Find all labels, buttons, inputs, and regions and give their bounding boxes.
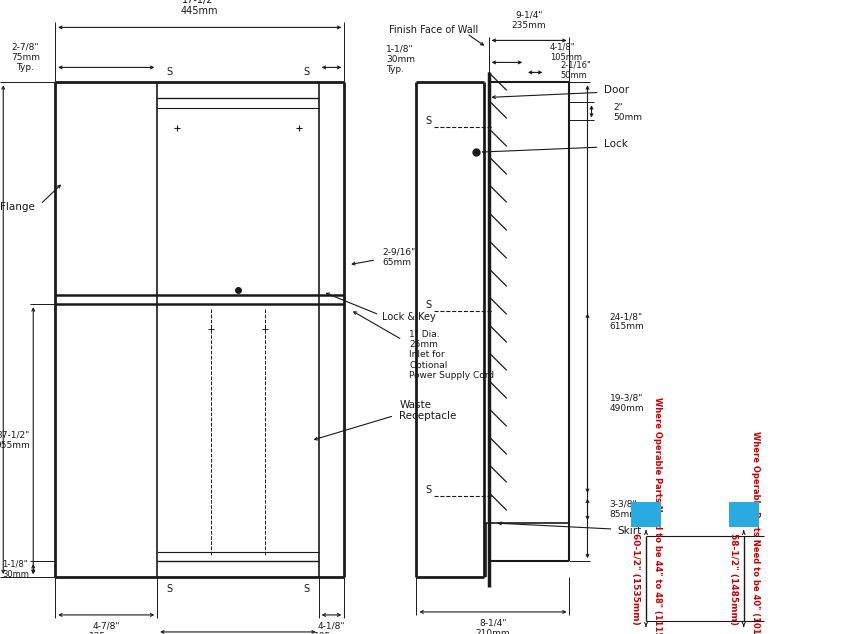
Text: S: S [426,485,432,495]
Text: 24-1/8"
615mm: 24-1/8" 615mm [609,312,644,332]
Text: 58-1/2" (1485mm): 58-1/2" (1485mm) [729,533,739,624]
Text: 2-9/16"
65mm: 2-9/16" 65mm [382,247,416,266]
Text: 37-1/2"
955mm: 37-1/2" 955mm [0,431,31,450]
Text: 19-3/8"
490mm: 19-3/8" 490mm [609,394,644,413]
Text: ♿: ♿ [638,506,654,524]
Text: 1-1/8"
30mm
Typ.: 1-1/8" 30mm Typ. [386,44,416,74]
Bar [728,501,759,527]
Text: S: S [426,300,432,309]
Text: S: S [167,584,173,594]
Text: Flange: Flange [0,202,35,212]
Text: 1-1/8"
30mm: 1-1/8" 30mm [2,559,29,579]
Bar [631,501,661,527]
Text: 2-1/16"
50mm: 2-1/16" 50mm [560,61,591,80]
Text: Door: Door [604,86,630,96]
Text: 4-1/8"
105mm: 4-1/8" 105mm [314,621,348,634]
Text: 8-1/4"
210mm: 8-1/4" 210mm [476,618,510,634]
Text: 4-7/8"
125mm: 4-7/8" 125mm [89,621,123,634]
Text: Where Operable Parts Need to be 40" (1015mm)  Off the Floor: Where Operable Parts Need to be 40" (101… [751,430,760,634]
Text: 17-1/2"
445mm: 17-1/2" 445mm [181,0,218,16]
Text: 4-1/8"
105mm: 4-1/8" 105mm [550,42,582,62]
Text: Where Operable Parts Need to be 44" to 48" (1115 to 1220mm) Off the Floor: Where Operable Parts Need to be 44" to 4… [654,397,662,634]
Text: 1" Dia.
25mm
Inlet for
Optional
Power Supply Cord: 1" Dia. 25mm Inlet for Optional Power Su… [409,330,495,380]
Text: Waste
Receptacle: Waste Receptacle [400,400,456,422]
Text: 2-7/8"
75mm
Typ.: 2-7/8" 75mm Typ. [11,42,40,72]
Text: S: S [167,67,173,77]
Text: S: S [303,584,309,594]
Text: 9-1/4"
235mm: 9-1/4" 235mm [512,11,547,30]
Text: Skirt: Skirt [617,526,642,536]
Text: Lock & Key: Lock & Key [382,312,436,322]
Text: 60-1/2" (1535mm): 60-1/2" (1535mm) [632,533,641,624]
Text: S: S [303,67,309,77]
Text: ♿: ♿ [736,506,751,524]
Text: Lock: Lock [604,139,628,149]
Text: S: S [426,116,432,126]
Text: Finish Face of Wall: Finish Face of Wall [389,25,479,36]
Text: 3-3/8"
85mm: 3-3/8" 85mm [609,500,638,519]
Text: 2"
50mm: 2" 50mm [614,103,643,122]
